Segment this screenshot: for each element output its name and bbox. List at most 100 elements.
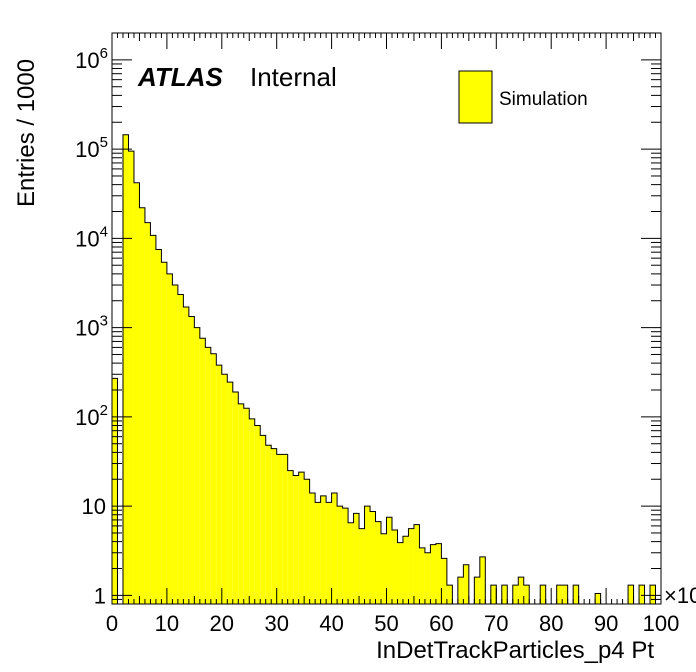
histogram-bar	[650, 585, 656, 604]
histogram-bar	[133, 182, 140, 604]
x-tick-label: 50	[374, 611, 398, 636]
histogram-bar	[309, 493, 316, 604]
histogram-bar	[183, 307, 189, 604]
histogram-bar	[199, 338, 206, 604]
histogram-bar	[155, 249, 162, 604]
histogram-bar	[397, 542, 403, 604]
histogram-bar	[446, 585, 453, 604]
histogram-bar	[364, 506, 371, 604]
histogram-bar	[287, 470, 294, 604]
legend-swatch	[458, 70, 493, 124]
histogram-bar	[479, 556, 486, 604]
histogram-bar	[320, 495, 327, 604]
histogram-bar	[205, 347, 211, 604]
histogram-bar	[238, 403, 244, 604]
histogram-bar	[540, 585, 546, 604]
histogram-bar	[265, 445, 272, 604]
histogram-bar	[342, 508, 349, 604]
y-axis-ticks: 1 10 102 103 104 105 106	[75, 32, 661, 608]
histogram-bar	[254, 425, 261, 604]
histogram-bar	[518, 577, 524, 604]
internal-label: Internal	[250, 62, 337, 92]
x-axis-multiplier: ×10	[664, 583, 696, 608]
histogram-bar	[562, 585, 568, 604]
histogram-bar	[188, 316, 195, 604]
histogram-bar	[413, 524, 420, 604]
x-tick-label: 0	[106, 611, 118, 636]
histogram-bar	[348, 522, 354, 604]
histogram-bar	[441, 558, 447, 604]
x-tick-label: 40	[319, 611, 343, 636]
histogram-bar	[331, 493, 338, 604]
y-tick-label: 104	[75, 223, 108, 251]
histogram-bar	[326, 502, 332, 604]
x-tick-label: 80	[539, 611, 563, 636]
histogram-bar	[177, 294, 184, 604]
y-tick-label: 105	[75, 134, 108, 162]
histogram-bar	[276, 454, 283, 604]
histogram-bar	[304, 479, 310, 604]
histogram-bar	[430, 544, 436, 604]
histogram-bar	[172, 285, 178, 604]
x-tick-label: 100	[643, 611, 680, 636]
histogram-bar	[249, 418, 255, 604]
histogram-bar	[122, 134, 129, 604]
histogram-bar	[639, 585, 645, 604]
y-tick-label: 102	[75, 402, 108, 430]
histogram-bar	[463, 564, 469, 604]
x-tick-label: 70	[484, 611, 508, 636]
histogram-bar	[512, 585, 519, 604]
histogram-bar	[243, 408, 250, 604]
histogram-bar	[573, 585, 579, 604]
legend-label: Simulation	[499, 89, 588, 110]
histogram-bar	[337, 506, 343, 604]
atlas-label: ATLAS	[137, 62, 223, 92]
histogram-bar	[402, 536, 409, 604]
histogram-bar	[435, 543, 442, 604]
histogram-bar	[408, 528, 414, 604]
histogram-bar	[628, 585, 634, 604]
histogram-bar	[359, 528, 365, 604]
histogram-bar	[298, 472, 305, 604]
histogram-bar	[523, 585, 530, 604]
y-tick-label: 106	[75, 45, 108, 73]
histogram-bar	[595, 593, 601, 604]
histogram-bar	[501, 585, 508, 604]
histogram-bar	[419, 547, 425, 604]
histogram-bar	[282, 454, 288, 604]
histogram-bar	[457, 577, 464, 604]
histogram-bar	[556, 585, 563, 604]
histogram-bar	[144, 222, 151, 604]
x-tick-label: 30	[264, 611, 288, 636]
histogram-bar	[271, 448, 277, 604]
x-tick-label: 90	[594, 611, 618, 636]
histogram-bar	[370, 511, 376, 604]
x-axis-title: InDetTrackParticles_p4 Pt	[376, 637, 654, 664]
histogram-bar	[474, 577, 480, 604]
histogram-bar	[260, 435, 266, 604]
y-tick-label: 10	[82, 494, 106, 519]
histogram-bar	[221, 374, 228, 604]
histogram-bar	[194, 327, 200, 604]
histogram-bar	[112, 378, 118, 604]
y-tick-label: 1	[94, 583, 106, 608]
x-tick-label: 60	[429, 611, 453, 636]
histogram-bar	[381, 533, 387, 604]
histogram-bar	[210, 353, 217, 604]
x-tick-label: 20	[210, 611, 234, 636]
histogram-bar	[375, 521, 382, 604]
histogram-bar	[139, 207, 145, 604]
histogram-bars	[111, 134, 661, 605]
x-tick-label: 10	[155, 611, 179, 636]
histogram-bar	[353, 513, 360, 604]
histogram-bar	[150, 235, 156, 605]
legend: Simulation	[458, 70, 588, 124]
histogram-bar	[227, 382, 233, 604]
y-tick-label: 103	[75, 313, 108, 341]
histogram-bar	[386, 517, 392, 604]
histogram-bar	[424, 552, 431, 604]
histogram-bar	[490, 585, 497, 604]
histogram-bar	[166, 273, 173, 604]
histogram-bar	[161, 262, 167, 604]
